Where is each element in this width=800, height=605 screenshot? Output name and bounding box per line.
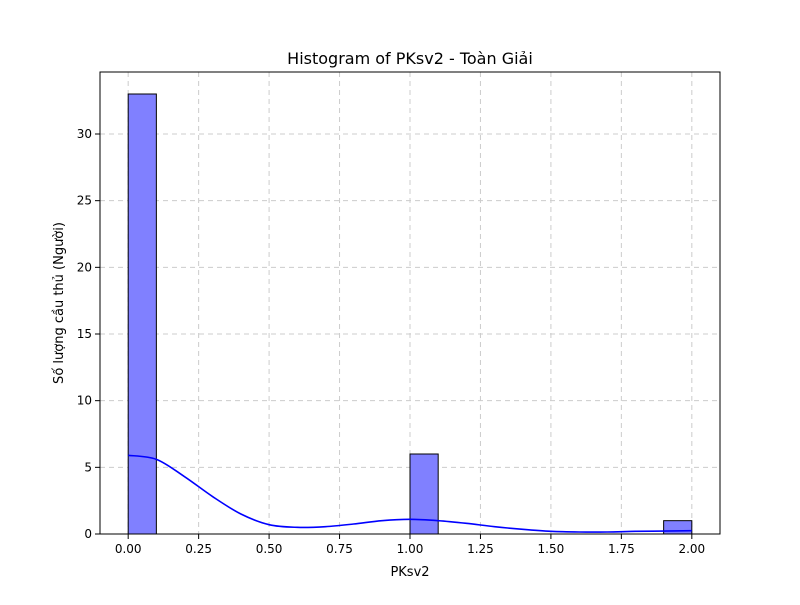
- y-tick-label: 5: [84, 460, 92, 474]
- y-tick-label: 15: [77, 327, 92, 341]
- x-tick-label: 1.25: [467, 542, 494, 556]
- histogram-bar: [409, 453, 439, 535]
- x-tick-label: 0.50: [256, 542, 283, 556]
- histogram-bar: [127, 93, 157, 535]
- y-tick-label: 25: [77, 194, 92, 208]
- x-axis-label: PKsv2: [390, 565, 429, 580]
- x-axis-ticks: 0.00 0.25 0.50 0.75 1.00 1.25 1.50 1.75 2.00: [115, 534, 705, 556]
- x-tick-label: 0.00: [115, 542, 142, 556]
- chart-title: Histogram of PKsv2 - Toàn Giải: [287, 49, 533, 68]
- kde-line: [128, 454, 692, 533]
- x-tick-label: 0.75: [326, 542, 353, 556]
- histogram-bar: [663, 520, 693, 535]
- y-tick-label: 20: [77, 260, 92, 274]
- x-tick-label: 1.75: [608, 542, 635, 556]
- histogram-bars: [127, 93, 693, 535]
- y-axis-label: Số lượng cầu thủ (Người): [52, 222, 67, 384]
- y-tick-label: 0: [84, 527, 92, 541]
- y-tick-label: 10: [77, 394, 92, 408]
- y-tick-label: 30: [77, 127, 92, 141]
- kde-curve-group: [128, 454, 692, 533]
- y-axis-ticks: 0 5 10 15 20 25 30: [77, 127, 100, 541]
- x-tick-label: 1.00: [397, 542, 424, 556]
- x-tick-label: 0.25: [185, 542, 212, 556]
- x-tick-label: 2.00: [678, 542, 705, 556]
- x-tick-label: 1.50: [538, 542, 565, 556]
